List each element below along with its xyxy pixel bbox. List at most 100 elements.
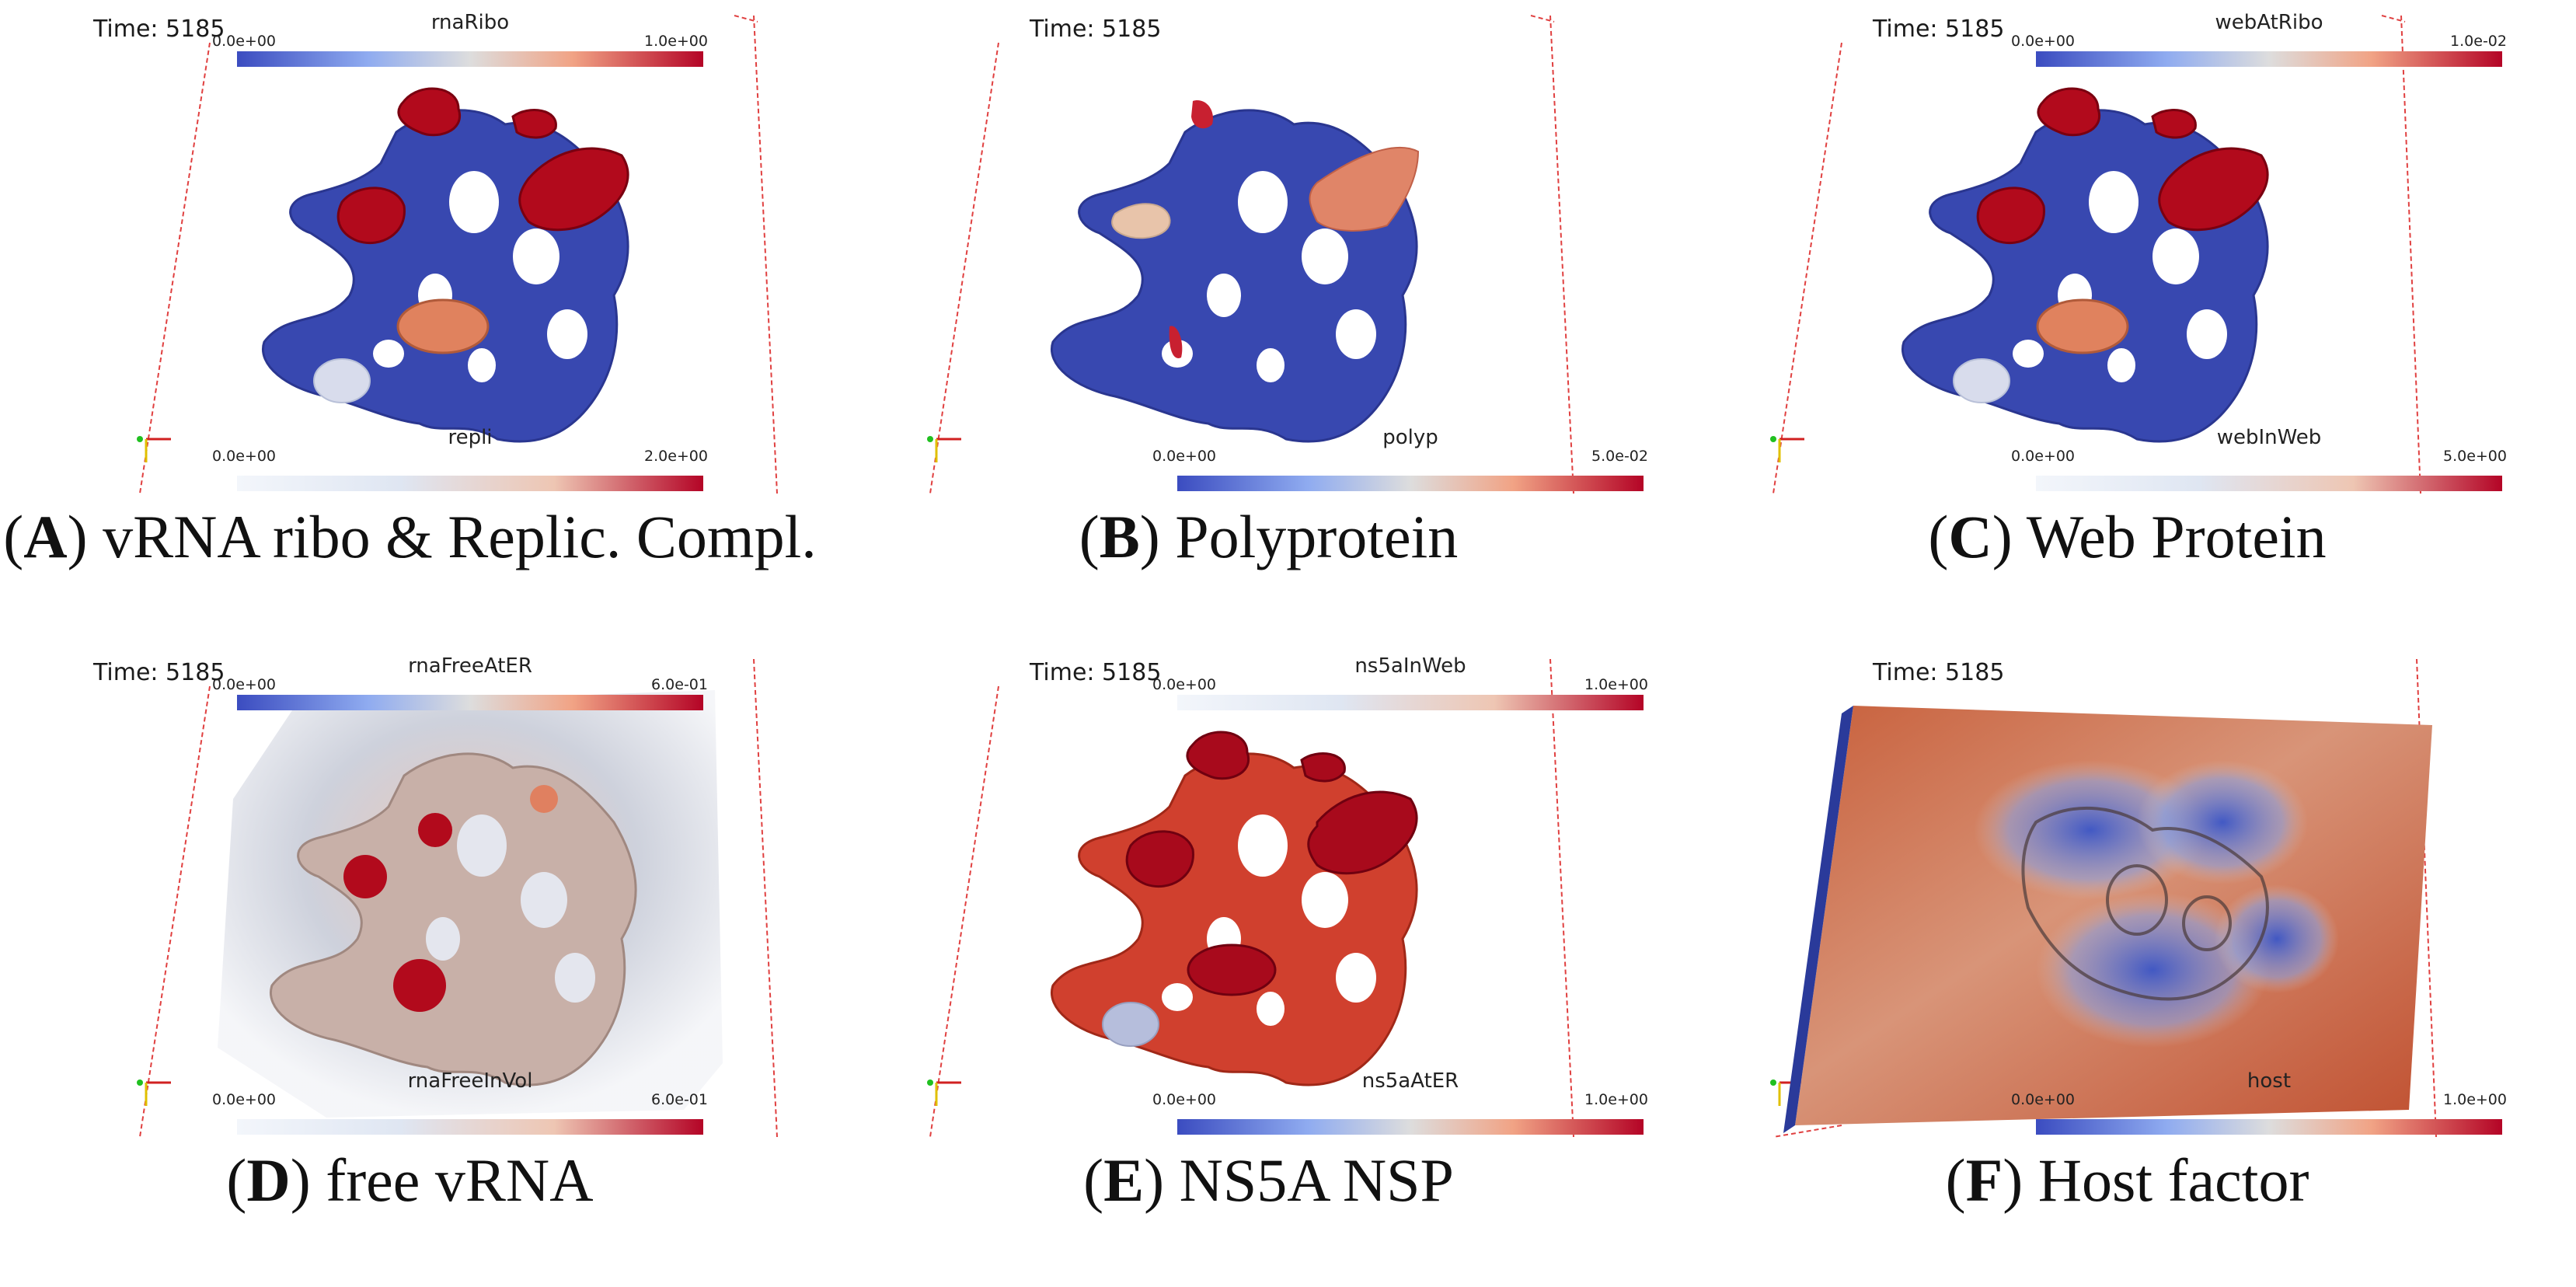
time-label: Time: 5185: [93, 16, 225, 43]
panel-c: Time: 5185 webAtRibo 0.0e+00 1.0e-02 web…: [1717, 0, 2537, 644]
panel-a-render: [0, 0, 820, 497]
legend-title: webAtRibo: [2215, 11, 2323, 34]
legend-max: 1.0e-02: [2450, 33, 2507, 50]
color-legend-bottom: ns5aAtER 0.0e+00 1.0e+00: [1152, 1069, 1648, 1135]
legend-colorbar: [2036, 51, 2502, 67]
panel-a: Time: 5185 rnaRibo 0.0e+00 1.0e+00 repli…: [0, 0, 820, 644]
panel-letter: A: [23, 503, 68, 570]
legend-min: 0.0e+00: [2011, 448, 2076, 465]
legend-max: 1.0e+00: [643, 33, 708, 50]
legend-min: 0.0e+00: [1152, 676, 1217, 693]
panel-letter: E: [1103, 1146, 1145, 1214]
orientation-axes: [137, 436, 171, 462]
panel-c-render: [1717, 0, 2537, 497]
legend-max: 6.0e-01: [651, 676, 708, 693]
legend-colorbar: [237, 695, 703, 710]
vesicle-blob: [1102, 1002, 1159, 1047]
panel-caption: (C) Web Protein: [1928, 503, 2327, 570]
legend-max: 1.0e+00: [1584, 676, 1648, 693]
color-legend-bottom: webInWeb 0.0e+00 5.0e+00: [2011, 426, 2507, 491]
panel-letter: C: [1948, 503, 1992, 570]
legend-min: 0.0e+00: [1152, 448, 1217, 465]
er-network-mesh: [270, 752, 637, 1086]
panel-caption: (F) Host factor: [1945, 1146, 2309, 1214]
slab-edge: [1783, 706, 1853, 1133]
bounding-box-outline: [139, 15, 778, 494]
legend-colorbar: [237, 476, 703, 491]
legend-colorbar: [1177, 695, 1644, 710]
panel-title: Host factor: [2037, 1146, 2309, 1214]
polyprotein-patches: [1111, 100, 1420, 358]
time-label: Time: 5185: [1873, 16, 2005, 43]
network-holes: [426, 814, 595, 1003]
time-label: Time: 5185: [93, 659, 225, 686]
panel-e: Time: 5185 ns5aInWeb 0.0e+00 1.0e+00 ns5…: [859, 644, 1678, 1287]
color-legend-bottom: polyp 0.0e+00 5.0e-02: [1152, 426, 1648, 491]
panel-e-render: [859, 644, 1678, 1141]
ns5a-patches: [1125, 731, 1418, 996]
legend-colorbar: [2036, 476, 2502, 491]
legend-min: 0.0e+00: [212, 1091, 277, 1108]
legend-title: rnaRibo: [430, 11, 510, 34]
legend-title: webInWeb: [2216, 426, 2322, 449]
legend-max: 2.0e+00: [643, 448, 708, 465]
panel-d: Time: 5185 rnaFreeAtER 0.0e+00 6.0e-01 r…: [0, 644, 820, 1287]
time-label: Time: 5185: [1030, 16, 1162, 43]
orientation-axes: [137, 1079, 171, 1106]
panel-caption: (A) vRNA ribo & Replic. Compl.: [3, 503, 817, 570]
panel-title: Polyprotein: [1175, 503, 1459, 570]
legend-max: 1.0e+00: [1584, 1091, 1648, 1108]
time-label: Time: 5185: [1873, 659, 2005, 686]
color-legend-bottom: repli 0.0e+00 2.0e+00: [212, 426, 708, 491]
color-legend-top: ns5aInWeb 0.0e+00 1.0e+00: [1152, 654, 1648, 715]
vesicle-blobs: [1953, 298, 2129, 403]
panel-letter: D: [246, 1146, 291, 1214]
panel-b: Time: 5185 polyp 0.0e+00 5.0e-02 (B) Pol…: [859, 0, 1678, 644]
panel-title: vRNA ribo & Replic. Compl.: [103, 503, 817, 570]
bounding-box-outline: [1773, 15, 2421, 494]
bounding-box-outline: [929, 658, 1574, 1138]
legend-title: host: [2247, 1069, 2292, 1093]
orientation-axes: [1770, 436, 1804, 462]
legend-max: 6.0e-01: [651, 1091, 708, 1108]
legend-min: 0.0e+00: [2011, 1091, 2076, 1108]
color-legend-top: rnaFreeAtER 0.0e+00 6.0e-01: [212, 654, 708, 715]
legend-colorbar: [1177, 1119, 1644, 1135]
panel-d-render: [0, 644, 820, 1141]
legend-title: rnaFreeInVol: [407, 1069, 533, 1093]
legend-min: 0.0e+00: [212, 676, 277, 693]
web-protein-patches: [1976, 87, 2269, 245]
legend-colorbar: [237, 1119, 703, 1135]
panel-caption: (E) NS5A NSP: [1083, 1146, 1454, 1214]
panel-f-render: [1717, 644, 2537, 1141]
panel-caption: (B) Polyprotein: [1079, 503, 1459, 570]
panel-letter: B: [1099, 503, 1140, 570]
bounding-box-outline: [139, 658, 778, 1138]
color-legend-bottom: rnaFreeInVol 0.0e+00 6.0e-01: [212, 1069, 708, 1135]
color-legend-top: rnaRibo 0.0e+00 1.0e+00: [212, 11, 708, 72]
panel-title: Web Protein: [2026, 503, 2327, 570]
legend-colorbar: [2036, 1119, 2502, 1135]
replication-complex-patches: [336, 87, 629, 245]
legend-title: ns5aAtER: [1361, 1069, 1459, 1093]
panel-title: free vRNA: [326, 1146, 594, 1214]
legend-min: 0.0e+00: [212, 33, 277, 50]
legend-title: ns5aInWeb: [1354, 654, 1466, 678]
legend-min: 0.0e+00: [212, 448, 277, 465]
time-label: Time: 5185: [1030, 659, 1162, 686]
legend-title: polyp: [1382, 426, 1438, 449]
er-network-outline: [2021, 806, 2269, 1001]
panel-b-render: [859, 0, 1678, 497]
legend-title: repli: [448, 426, 493, 449]
legend-max: 5.0e-02: [1591, 448, 1648, 465]
color-legend-top: webAtRibo 0.0e+00 1.0e-02: [2011, 11, 2507, 72]
orientation-axes: [927, 436, 961, 462]
color-legend-bottom: host 0.0e+00 1.0e+00: [2011, 1069, 2507, 1135]
host-depletion-regions: [1974, 760, 2339, 1048]
legend-max: 5.0e+00: [2442, 448, 2507, 465]
bounding-box-outline: [929, 15, 1574, 494]
legend-max: 1.0e+00: [2442, 1091, 2507, 1108]
panel-title: NS5A NSP: [1179, 1146, 1454, 1214]
orientation-axes: [927, 1079, 961, 1106]
network-holes: [2013, 171, 2227, 382]
